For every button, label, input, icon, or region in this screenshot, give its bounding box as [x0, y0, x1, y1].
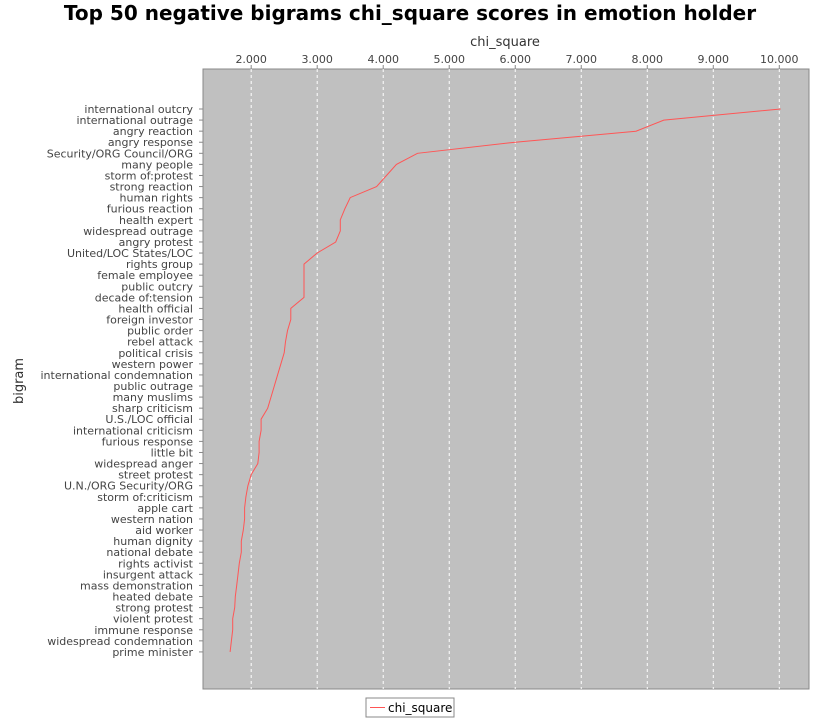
category-label: international outcry	[84, 103, 193, 116]
category-label: human dignity	[113, 535, 193, 548]
category-label: angry reaction	[113, 125, 193, 138]
category-label: widespread condemnation	[47, 635, 193, 648]
category-label: public order	[127, 325, 193, 338]
category-label: health official	[118, 302, 193, 315]
category-label: strong reaction	[110, 181, 193, 194]
category-label: political crisis	[118, 347, 193, 360]
x-tick-label: 5.000	[433, 53, 465, 66]
x-tick-label: 7.000	[566, 53, 598, 66]
x-tick-label: 2.000	[235, 53, 267, 66]
category-label: female employee	[97, 269, 193, 282]
category-label: angry response	[108, 136, 193, 149]
category-label: sharp criticism	[112, 402, 193, 415]
category-label: Security/ORG Council/ORG	[47, 147, 193, 160]
x-tick-label: 4.000	[367, 53, 399, 66]
category-label: many muslims	[113, 391, 194, 404]
category-label: mass demonstration	[80, 579, 193, 592]
category-label: rights activist	[118, 557, 194, 570]
x-tick-label: 10.000	[760, 53, 799, 66]
series-line-chi-square	[229, 108, 781, 652]
x-axis-label: chi_square	[470, 35, 540, 50]
y-axis-label: bigram	[12, 358, 27, 404]
category-label: violent protest	[113, 613, 194, 626]
category-label: aid worker	[135, 524, 193, 537]
category-label: many people	[121, 158, 193, 171]
category-label: public outcry	[121, 280, 193, 293]
x-tick-label: 6.000	[499, 53, 531, 66]
category-label: international criticism	[73, 424, 193, 437]
category-label: international outrage	[76, 114, 193, 127]
category-label: apple cart	[137, 502, 193, 515]
category-label: U.N./ORG Security/ORG	[64, 480, 193, 493]
category-label: little bit	[151, 446, 194, 459]
category-label: United/LOC States/LOC	[67, 247, 193, 260]
plot-area	[202, 68, 810, 690]
category-label: heated debate	[112, 591, 193, 604]
x-axis-ticks: 2.000 3.000 4.000 5.000 6.000 7.000 8.000 9.000…	[235, 53, 799, 69]
category-label: health expert	[119, 214, 194, 227]
category-label: insurgent attack	[103, 568, 194, 581]
x-tick-label: 3.000	[301, 53, 333, 66]
grid-lines	[250, 69, 780, 689]
chart-title: Top 50 negative bigrams chi_square score…	[64, 1, 756, 25]
x-tick-label: 8.000	[632, 53, 664, 66]
category-label: furious reaction	[107, 203, 193, 216]
legend-label: chi_square	[388, 701, 452, 715]
category-label: decade of:tension	[95, 291, 193, 304]
legend-box	[365, 697, 455, 718]
category-label: street protest	[118, 469, 193, 482]
category-label: western power	[112, 358, 194, 371]
category-label: U.S./LOC official	[105, 413, 193, 426]
category-label: human rights	[120, 192, 194, 205]
category-label: national debate	[106, 546, 193, 559]
category-label: rights group	[126, 258, 193, 271]
category-label: western nation	[111, 513, 193, 526]
category-label: widespread anger	[94, 458, 193, 471]
category-label: public outrage	[113, 380, 193, 393]
category-label: foreign investor	[106, 314, 193, 327]
category-label: widespread outrage	[83, 225, 193, 238]
category-label: international condemnation	[40, 369, 193, 382]
legend: chi_square	[365, 697, 455, 718]
x-tick-label: 9.000	[698, 53, 730, 66]
category-label: prime minister	[112, 646, 193, 659]
category-label: strong protest	[115, 602, 193, 615]
category-label: angry protest	[119, 236, 194, 249]
series-layer	[229, 108, 781, 652]
category-label: rebel attack	[127, 336, 194, 349]
category-label: storm of:protest	[105, 169, 194, 182]
category-label: furious response	[102, 435, 194, 448]
category-label: storm of:criticism	[97, 491, 193, 504]
category-label: immune response	[94, 624, 193, 637]
